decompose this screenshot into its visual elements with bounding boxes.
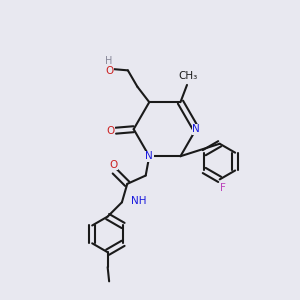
Text: O: O <box>106 126 115 136</box>
Text: O: O <box>105 66 114 76</box>
Text: N: N <box>192 124 200 134</box>
Text: O: O <box>110 160 118 170</box>
Text: CH₃: CH₃ <box>178 71 197 81</box>
Text: H: H <box>105 56 113 66</box>
Text: NH: NH <box>131 196 146 206</box>
Text: N: N <box>146 151 153 161</box>
Text: F: F <box>220 183 226 193</box>
